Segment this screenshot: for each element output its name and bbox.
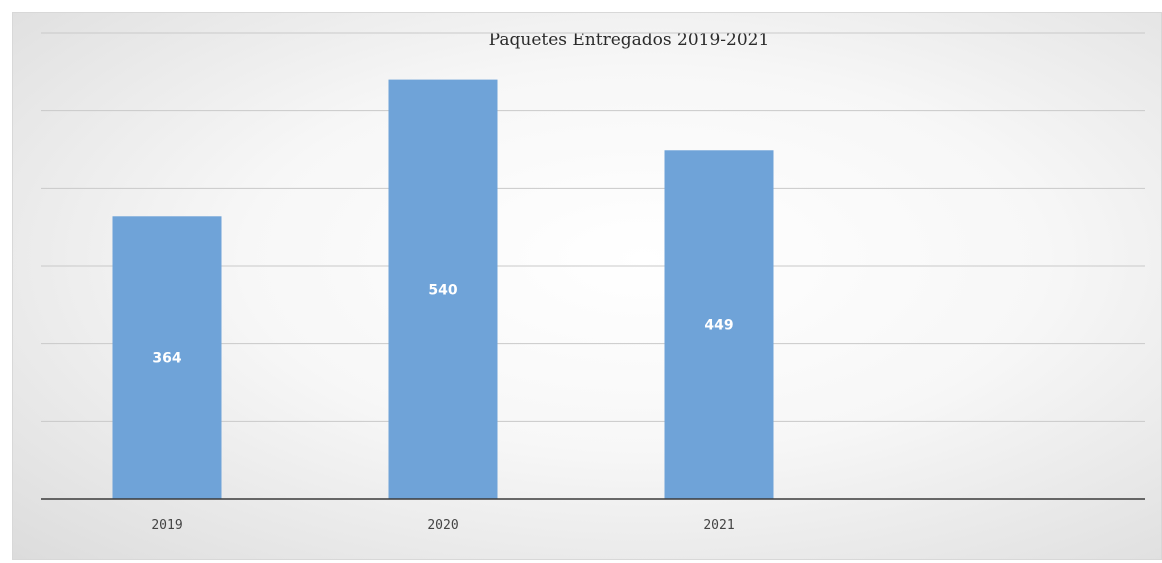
bar-2020 xyxy=(388,79,498,499)
data-label-2020: 540 xyxy=(428,282,457,298)
data-label-2019: 364 xyxy=(152,351,181,367)
data-labels: 364 540 449 xyxy=(152,282,733,366)
bar-chart: Paquetes Entregados 2019-2021 364540449 … xyxy=(41,30,1145,533)
chart-title: Paquetes Entregados 2019-2021 xyxy=(489,30,770,50)
bar-2019 xyxy=(112,216,222,499)
bar-2021 xyxy=(664,150,774,499)
data-label-2021: 449 xyxy=(704,318,733,334)
x-tick-2020: 2020 xyxy=(427,518,458,533)
x-tick-labels: 2019 2020 2021 xyxy=(151,518,734,533)
gridlines xyxy=(41,32,1145,422)
x-tick-2021: 2021 xyxy=(703,518,734,533)
x-tick-2019: 2019 xyxy=(151,518,182,533)
bars xyxy=(112,79,774,499)
chart-area: Paquetes Entregados 2019-2021 364 540 449 … xyxy=(12,12,1162,560)
